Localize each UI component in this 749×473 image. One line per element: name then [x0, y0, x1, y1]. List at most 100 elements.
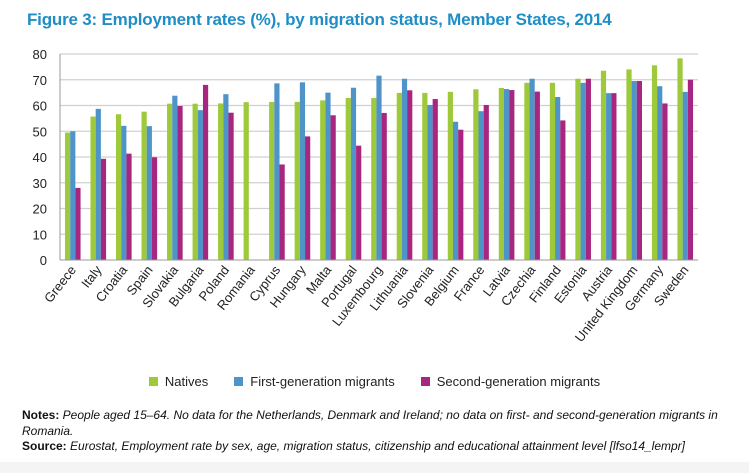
legend: Natives First-generation migrants Second…	[0, 374, 749, 389]
bar-group-belgium	[447, 91, 464, 260]
bar-group-estonia	[575, 78, 591, 260]
bar-group-greece	[64, 131, 81, 260]
bar-second-gen	[305, 136, 311, 260]
bar-first-gen	[529, 78, 535, 260]
bar-second-gen	[432, 99, 438, 260]
bar-first-gen	[504, 89, 510, 261]
bar-second-gen	[534, 91, 540, 260]
bar-natives	[651, 65, 658, 260]
source-text: Eurostat, Employment rate by sex, age, m…	[66, 439, 686, 453]
bar-group-lithuania	[396, 78, 413, 261]
bar-second-gen	[279, 164, 285, 260]
footer-band	[0, 462, 749, 473]
bar-first-gen	[631, 81, 637, 260]
bar-natives	[141, 111, 147, 261]
bar-second-gen	[687, 79, 694, 260]
bar-chart: 0 10 20 30 40 50 60 70 80 Greece ItalyCroatiaSpai…	[33, 47, 698, 345]
bar-natives	[473, 89, 479, 260]
bar-group-finland	[549, 82, 566, 260]
y-tick-label: 30	[33, 176, 47, 191]
bar-group-malta	[320, 92, 336, 260]
bar-natives	[294, 101, 300, 261]
legend-item-natives: Natives	[148, 374, 209, 389]
legend-swatch-first-gen	[234, 377, 244, 386]
bar-natives	[396, 92, 402, 260]
bar-first-gen	[325, 92, 331, 260]
bar-second-gen	[483, 104, 489, 260]
legend-label: First-generation migrants	[250, 374, 395, 389]
chart-title: Figure 3: Employment rates (%), by migra…	[27, 10, 612, 29]
bar-natives	[422, 92, 428, 260]
bar-group-latvia	[498, 87, 515, 261]
notes-line: Notes: People aged 15–64. No data for th…	[22, 408, 732, 439]
bar-second-gen	[151, 157, 158, 260]
bar-group-spain	[141, 111, 158, 261]
legend-swatch-second-gen	[420, 377, 430, 386]
bar-group-bulgaria	[192, 84, 209, 261]
bar-second-gen	[407, 90, 413, 261]
legend-item-first-gen: First-generation migrants	[234, 374, 395, 389]
y-tick-label: 40	[33, 150, 47, 165]
y-axis-ticks: 0 10 20 30 40 50 60 70 80	[33, 47, 47, 268]
bar-group-hungary	[294, 82, 311, 261]
notes-text: People aged 15–64. No data for the Nethe…	[22, 408, 718, 438]
source-line: Source: Eurostat, Employment rate by sex…	[22, 439, 732, 455]
bar-group-italy	[90, 108, 107, 260]
bar-group-czechia	[524, 78, 540, 260]
bar-second-gen	[662, 103, 668, 260]
bar-group-luxembourg	[371, 75, 387, 260]
bar-group-austria	[600, 70, 617, 260]
bar-first-gen	[401, 78, 408, 260]
bar-first-gen	[682, 91, 688, 260]
source-label: Source:	[22, 439, 67, 453]
y-tick-label: 70	[33, 73, 47, 88]
bar-second-gen	[177, 106, 183, 260]
bar-natives	[269, 101, 275, 261]
bar-natives	[243, 102, 249, 260]
legend-label: Second-generation migrants	[436, 374, 601, 389]
bar-group-slovakia	[167, 95, 183, 260]
bar-natives	[90, 116, 96, 260]
notes-label: Notes:	[22, 408, 60, 422]
bar-group-slovenia	[422, 92, 438, 260]
bar-second-gen	[636, 81, 642, 260]
x-tick-label: Greece	[41, 263, 79, 306]
bar-first-gen	[197, 110, 203, 260]
y-tick-label: 60	[33, 99, 47, 114]
bar-first-gen	[376, 75, 382, 260]
bar-group-portugal	[345, 87, 362, 260]
bar-natives	[371, 98, 377, 260]
bar-first-gen	[580, 82, 586, 260]
bar-group-sweden	[677, 58, 694, 260]
bar-second-gen	[126, 153, 132, 260]
y-tick-label: 10	[33, 227, 47, 242]
bar-natives	[447, 91, 453, 260]
bar-first-gen	[555, 97, 561, 260]
bar-second-gen	[458, 129, 464, 260]
bar-second-gen	[381, 112, 387, 260]
bar-natives	[192, 103, 198, 260]
bar-group-germany	[651, 65, 668, 260]
bar-natives	[167, 103, 173, 260]
bar-first-gen	[452, 121, 459, 260]
bar-group-romania	[243, 102, 249, 260]
bar-second-gen	[228, 112, 234, 261]
bar-first-gen	[70, 131, 76, 260]
bar-first-gen	[657, 86, 663, 260]
bar-first-gen	[146, 126, 152, 260]
bar-first-gen	[121, 125, 127, 260]
bar-group-poland	[218, 94, 234, 261]
bar-second-gen	[611, 93, 617, 260]
bar-first-gen	[299, 82, 306, 260]
bar-natives	[218, 103, 224, 260]
bar-second-gen	[585, 78, 591, 260]
legend-item-second-gen: Second-generation migrants	[420, 374, 601, 389]
bar-group-croatia	[116, 114, 132, 260]
y-tick-label: 80	[33, 47, 47, 62]
bar-natives	[524, 82, 530, 260]
bar-first-gen	[427, 104, 433, 260]
legend-label: Natives	[164, 374, 209, 389]
bar-natives	[498, 87, 504, 261]
bar-first-gen	[95, 108, 101, 260]
